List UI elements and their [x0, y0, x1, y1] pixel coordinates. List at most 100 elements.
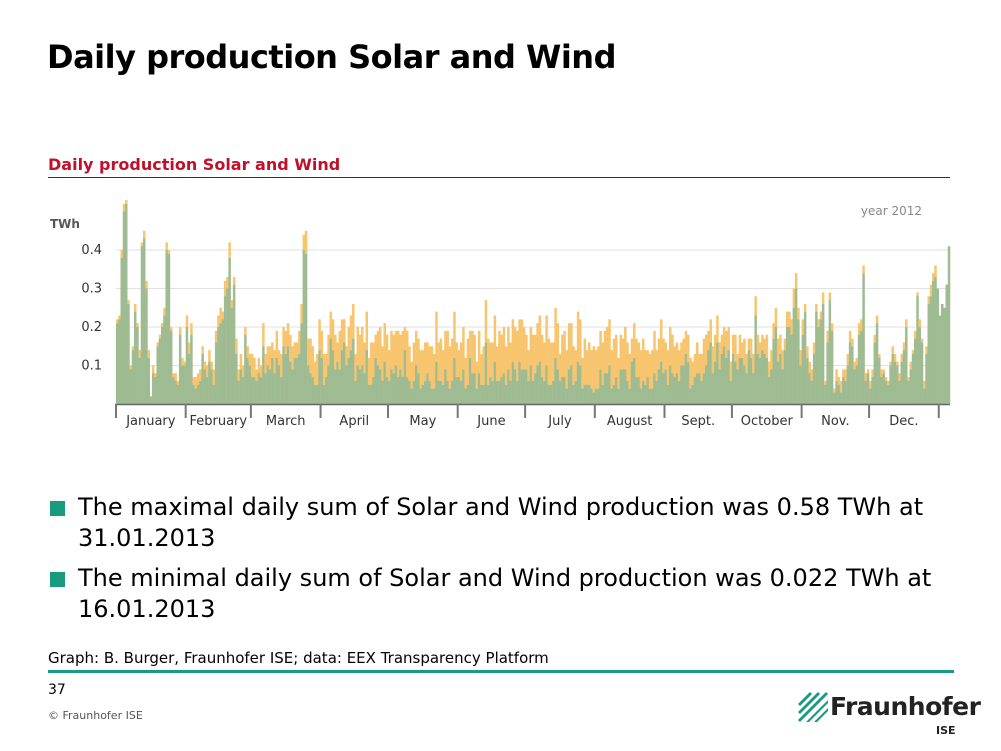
solar-bar: [165, 242, 168, 251]
wind-bar: [716, 342, 719, 404]
solar-bar: [498, 330, 501, 381]
wind-bar: [327, 365, 330, 404]
solar-bar: [493, 315, 497, 362]
wind-bar: [887, 384, 890, 404]
wind-bar: [781, 369, 784, 404]
wind-bar: [779, 353, 782, 404]
solar-bar: [626, 342, 629, 381]
solar-bar: [709, 319, 712, 343]
solar-bar: [466, 338, 470, 385]
wind-bar: [361, 365, 364, 404]
wind-bar: [547, 384, 551, 404]
solar-bar: [217, 315, 220, 328]
solar-bar: [385, 334, 389, 378]
solar-bar: [244, 327, 247, 335]
wind-bar: [896, 365, 899, 404]
wind-bar: [217, 327, 220, 404]
wind-bar: [140, 246, 144, 404]
wind-bar: [116, 323, 119, 404]
wind-bar: [806, 357, 809, 404]
wind-bar: [729, 380, 733, 404]
solar-bar: [509, 342, 512, 381]
solar-bar: [839, 380, 843, 393]
bullet-square-icon: [50, 572, 65, 587]
solar-bar: [187, 342, 191, 354]
wind-bar: [293, 357, 297, 404]
solar-bar: [133, 303, 137, 312]
solar-bar: [482, 346, 485, 385]
wind-bar: [316, 384, 319, 404]
solar-bar: [851, 338, 854, 347]
wind-bar: [758, 357, 762, 404]
solar-bar: [677, 350, 681, 381]
wind-bar: [138, 357, 141, 404]
wind-bar: [273, 373, 276, 404]
wind-bar: [581, 388, 584, 404]
solar-bar: [185, 315, 189, 328]
wind-bar: [873, 342, 877, 404]
wind-bar: [516, 380, 519, 404]
wind-bar: [190, 334, 193, 404]
solar-bar: [545, 315, 548, 366]
wind-bar: [122, 211, 126, 404]
solar-bar: [307, 338, 310, 366]
wind-bar: [914, 338, 917, 404]
wind-bar: [545, 365, 548, 404]
wind-bar: [657, 369, 661, 404]
wind-bar: [282, 346, 285, 404]
wind-bar: [462, 369, 465, 404]
wind-bar: [776, 361, 780, 404]
wind-bar: [761, 350, 764, 404]
wind-bar: [232, 284, 236, 404]
solar-bar: [397, 330, 400, 378]
wind-bar: [905, 327, 908, 404]
solar-bar: [480, 353, 483, 385]
solar-bar: [628, 353, 632, 389]
solar-bar: [169, 327, 173, 331]
wind-bar: [468, 357, 472, 404]
solar-bar: [648, 353, 652, 389]
wind-bar: [158, 338, 162, 404]
solar-bar: [725, 330, 728, 358]
wind-bar: [846, 365, 850, 404]
solar-bar: [556, 323, 560, 370]
solar-bar: [682, 338, 685, 366]
solar-bar: [713, 334, 717, 362]
wind-bar: [608, 365, 611, 404]
solar-bar: [430, 346, 434, 389]
wind-bar: [653, 373, 656, 404]
wind-bar: [408, 380, 411, 404]
solar-bar: [320, 330, 324, 358]
solar-bar: [736, 353, 739, 370]
wind-bar: [916, 296, 919, 404]
wind-bar: [298, 353, 301, 404]
solar-bar: [860, 319, 863, 331]
solar-bar: [394, 330, 398, 366]
daily-production-chart: 0.1 0.2 0.3 0.4 January February March April May…: [50, 200, 951, 429]
wind-bar: [594, 388, 598, 404]
solar-bar: [689, 357, 692, 389]
solar-bar: [621, 338, 625, 370]
solar-bar: [900, 353, 904, 362]
solar-bar: [268, 346, 272, 370]
solar-bar: [473, 334, 476, 374]
solar-bar: [172, 373, 175, 378]
wind-bar: [684, 353, 688, 404]
solar-bar: [624, 327, 627, 370]
solar-bar: [792, 288, 796, 308]
wind-bar: [869, 388, 872, 404]
solar-bar: [806, 346, 809, 358]
solar-bar: [116, 319, 119, 324]
wind-bar: [441, 384, 445, 404]
solar-bar: [417, 338, 420, 374]
solar-bar: [253, 357, 256, 378]
wind-bar: [201, 353, 204, 404]
wind-bar: [669, 365, 672, 404]
solar-bar: [122, 203, 126, 212]
solar-bar: [421, 350, 425, 385]
solar-bar: [907, 377, 910, 381]
solar-bar: [855, 357, 859, 366]
solar-bar: [309, 338, 312, 374]
wind-bar: [698, 373, 701, 404]
wind-bar: [154, 377, 157, 404]
